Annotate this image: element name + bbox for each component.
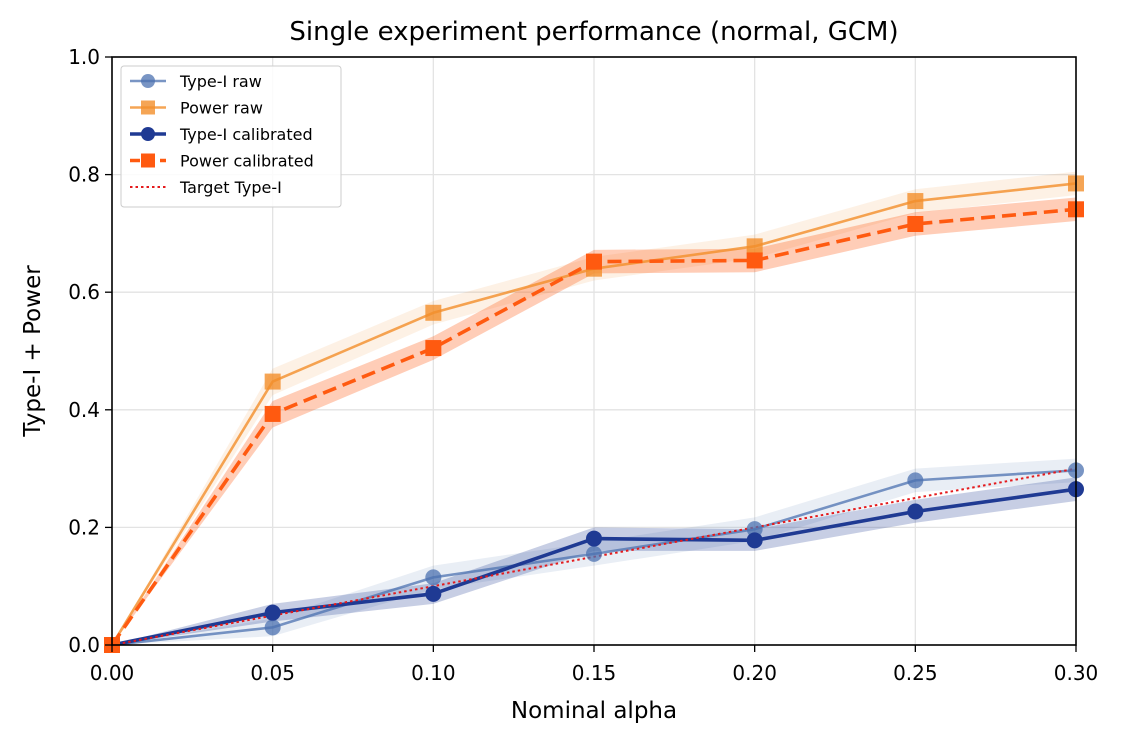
x-tick-label: 0.15 [572, 661, 617, 685]
power-calibrated-point [425, 340, 442, 357]
type-i-raw-point [586, 545, 602, 562]
y-tick-label: 0.0 [68, 633, 100, 657]
x-tick-label: 0.20 [732, 661, 777, 685]
type-i-raw-point [746, 521, 763, 538]
y-tick-label: 0.8 [68, 163, 100, 187]
power-calibrated-point [586, 253, 602, 270]
power-raw-point [264, 373, 281, 390]
chart-title: Single experiment performance (normal, G… [289, 17, 898, 47]
type-i-raw-point [907, 472, 924, 489]
legend: Type-I raw Power raw Type-I calibrated Powe… [120, 65, 342, 208]
legend-box [120, 65, 342, 208]
series-markers [104, 175, 1084, 653]
x-axis-ticks: 0.00 0.05 0.10 0.15 0.20 0.25 0.30 [90, 645, 1099, 685]
x-tick-label: 0.05 [250, 661, 295, 685]
type-i-calibrated-point [746, 532, 763, 549]
y-axis-label: Type-I + Power [20, 265, 46, 438]
power-raw-point [907, 193, 924, 210]
type-i-calibrated-point [907, 503, 924, 520]
y-tick-label: 0.6 [68, 280, 100, 304]
x-tick-label: 0.30 [1054, 661, 1099, 685]
type-i-calibrated-point [425, 585, 442, 602]
type-i-calibrated-point [264, 604, 281, 621]
legend-type-i-calibrated-marker [141, 127, 155, 141]
x-tick-label: 0.10 [411, 661, 456, 685]
power-raw-point [746, 238, 763, 255]
type-i-raw-point [425, 569, 442, 586]
x-axis-label: Nominal alpha [511, 698, 677, 724]
legend-power-raw-label: Power raw [180, 99, 263, 118]
x-tick-label: 0.25 [893, 661, 938, 685]
legend-type-i-calibrated-label: Type-I calibrated [179, 125, 313, 144]
power-calibrated-point [907, 215, 924, 232]
power-calibrated-point [264, 405, 281, 422]
y-tick-label: 0.2 [68, 515, 100, 539]
type-i-raw-point [264, 619, 281, 636]
power-calibrated-point [746, 252, 763, 269]
power-raw-point [425, 304, 442, 321]
legend-power-raw-marker [141, 100, 155, 115]
type-i-calibrated-point [586, 530, 602, 547]
legend-power-calibrated-marker [141, 153, 155, 168]
legend-power-calibrated-label: Power calibrated [180, 152, 314, 171]
legend-type-i-raw-label: Type-I raw [179, 72, 262, 91]
y-axis-ticks: 0.0 0.2 0.4 0.6 0.8 1.0 [68, 45, 112, 657]
y-tick-label: 0.4 [68, 398, 100, 422]
x-tick-label: 0.00 [90, 661, 135, 685]
legend-type-i-raw-marker [141, 74, 155, 88]
y-tick-label: 1.0 [68, 45, 100, 69]
legend-target-type-i-label: Target Type-I [179, 178, 282, 197]
